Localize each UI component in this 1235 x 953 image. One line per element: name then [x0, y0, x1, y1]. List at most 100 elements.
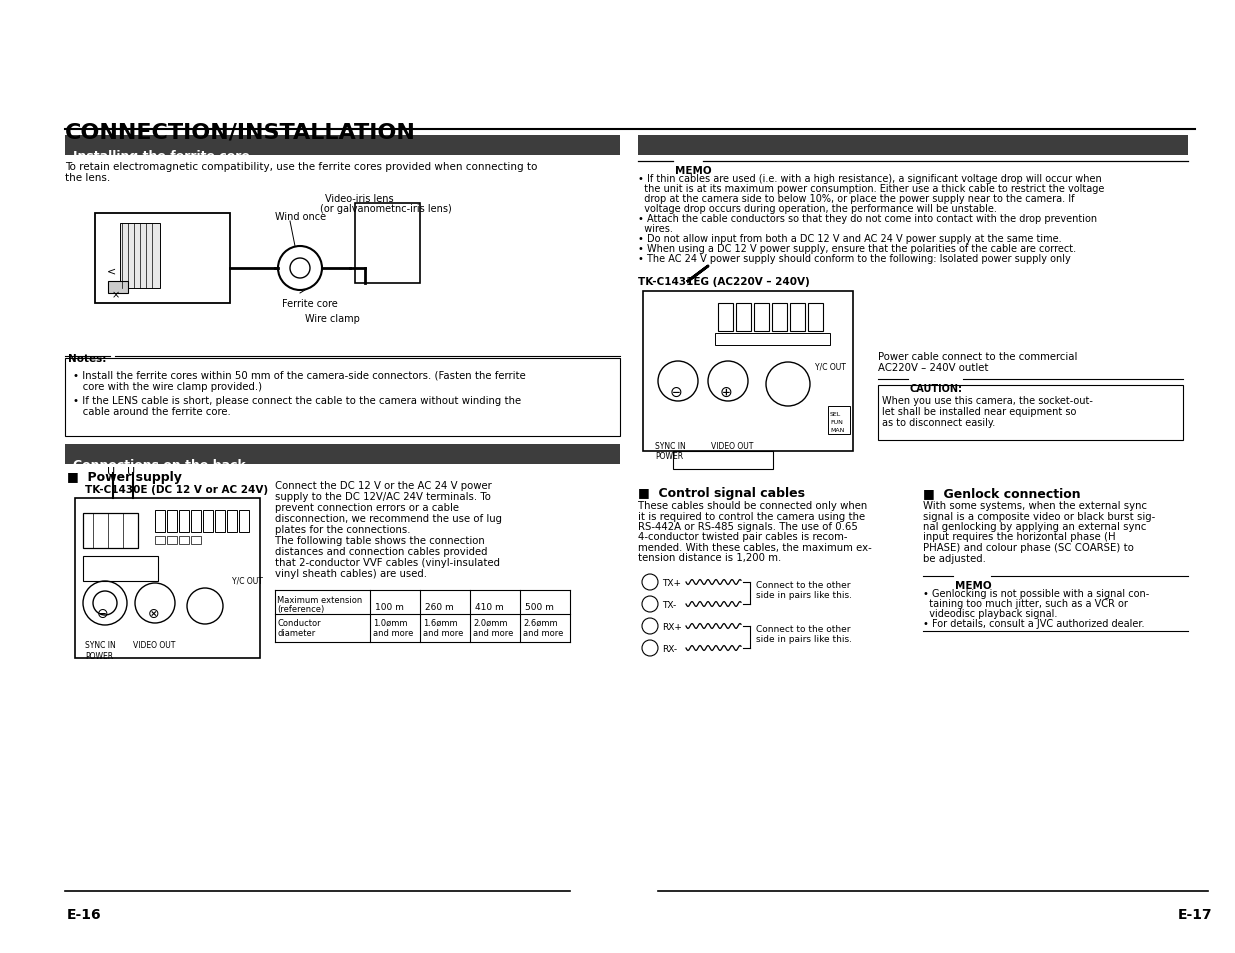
Ellipse shape — [642, 597, 658, 613]
Text: diameter: diameter — [277, 628, 315, 638]
Bar — [736, 304, 751, 332]
Text: 2.6ømm: 2.6ømm — [522, 618, 558, 627]
Text: and more: and more — [424, 628, 463, 638]
Text: Power cable connect to the commercial: Power cable connect to the commercial — [878, 352, 1077, 361]
Text: distances and connection cables provided: distances and connection cables provided — [275, 546, 488, 557]
Text: Installing the ferrite core: Installing the ferrite core — [73, 150, 249, 163]
Text: and more: and more — [522, 628, 563, 638]
Text: MEMO: MEMO — [676, 166, 711, 175]
Text: 100 m: 100 m — [375, 602, 404, 612]
Text: E-16: E-16 — [67, 907, 101, 921]
Bar — [120, 224, 161, 289]
Bar — [167, 511, 177, 533]
Bar — [638, 136, 1188, 156]
Text: 260 m: 260 m — [425, 602, 453, 612]
Text: VIDEO OUT: VIDEO OUT — [133, 640, 175, 649]
Text: To retain electromagnetic compatibility, use the ferrite cores provided when con: To retain electromagnetic compatibility,… — [65, 162, 537, 172]
Bar — [156, 537, 165, 544]
Text: and more: and more — [473, 628, 514, 638]
Text: (reference): (reference) — [277, 604, 325, 614]
Ellipse shape — [642, 640, 658, 657]
Text: Wire clamp: Wire clamp — [305, 314, 359, 324]
Bar — [75, 498, 261, 659]
Text: Conductor: Conductor — [277, 618, 321, 627]
Bar — [203, 511, 212, 533]
Bar — [790, 304, 805, 332]
Text: • The AC 24 V power supply should conform to the following: Isolated power suppl: • The AC 24 V power supply should confor… — [638, 253, 1071, 264]
Text: tension distance is 1,200 m.: tension distance is 1,200 m. — [638, 553, 782, 563]
Text: FUN: FUN — [830, 419, 842, 424]
Text: Connect to the other: Connect to the other — [756, 580, 851, 589]
Text: Y/C OUT: Y/C OUT — [815, 361, 846, 371]
Bar — [354, 204, 420, 284]
Text: Maximum extension: Maximum extension — [277, 596, 362, 604]
Text: as to disconnect easily.: as to disconnect easily. — [882, 417, 995, 428]
Text: TX-: TX- — [662, 600, 677, 609]
Text: RX+: RX+ — [662, 622, 682, 631]
Text: ■  Power supply: ■ Power supply — [67, 471, 182, 483]
Text: TK-C1430E (DC 12 V or AC 24V): TK-C1430E (DC 12 V or AC 24V) — [85, 484, 268, 495]
Bar — [673, 452, 773, 470]
Text: signal is a composite video or black burst sig-: signal is a composite video or black bur… — [923, 511, 1155, 521]
Text: 1.0ømm: 1.0ømm — [373, 618, 408, 627]
Text: prevent connection errors or a cable: prevent connection errors or a cable — [275, 502, 459, 513]
Bar — [240, 511, 249, 533]
Bar — [83, 557, 158, 581]
Text: POWER: POWER — [655, 452, 683, 460]
Text: TK-C1431EG (AC220V – 240V): TK-C1431EG (AC220V – 240V) — [638, 276, 810, 287]
Text: input requires the horizontal phase (H: input requires the horizontal phase (H — [923, 532, 1115, 542]
Ellipse shape — [642, 618, 658, 635]
Bar — [643, 292, 853, 452]
Text: 410 m: 410 m — [475, 602, 504, 612]
Text: CONNECTION/INSTALLATION: CONNECTION/INSTALLATION — [65, 123, 416, 143]
Text: 4-conductor twisted pair cables is recom-: 4-conductor twisted pair cables is recom… — [638, 532, 847, 542]
Text: wires.: wires. — [638, 224, 673, 233]
Text: With some systems, when the external sync: With some systems, when the external syn… — [923, 500, 1147, 511]
Text: TX+: TX+ — [662, 578, 680, 587]
Text: drop at the camera side to below 10%, or place the power supply near to the came: drop at the camera side to below 10%, or… — [638, 193, 1074, 204]
Text: Connections on the back: Connections on the back — [73, 458, 246, 472]
Text: let shall be installed near equipment so: let shall be installed near equipment so — [882, 407, 1077, 416]
Text: • Do not allow input from both a DC 12 V and AC 24 V power supply at the same ti: • Do not allow input from both a DC 12 V… — [638, 233, 1062, 244]
Text: MAN: MAN — [830, 428, 845, 433]
Text: Connect the DC 12 V or the AC 24 V power: Connect the DC 12 V or the AC 24 V power — [275, 480, 492, 491]
Text: <: < — [107, 266, 116, 275]
Text: ×: × — [112, 290, 120, 299]
Text: AC220V – 240V outlet: AC220V – 240V outlet — [878, 363, 988, 373]
Text: These cables should be connected only when: These cables should be connected only wh… — [638, 500, 867, 511]
Bar — [65, 444, 620, 464]
Text: disconnection, we recommend the use of lug: disconnection, we recommend the use of l… — [275, 514, 501, 523]
Bar — [215, 511, 225, 533]
Text: videodisc playback signal.: videodisc playback signal. — [923, 608, 1057, 618]
Text: MEMO: MEMO — [955, 580, 992, 590]
Text: side in pairs like this.: side in pairs like this. — [756, 590, 852, 599]
Bar — [715, 334, 830, 346]
Bar — [179, 511, 189, 533]
Bar — [191, 511, 201, 533]
Text: • When using a DC 12 V power supply, ensure that the polarities of the cable are: • When using a DC 12 V power supply, ens… — [638, 244, 1076, 253]
Bar — [808, 304, 823, 332]
Text: nal genlocking by applying an external sync: nal genlocking by applying an external s… — [923, 521, 1146, 532]
Text: 2.0ømm: 2.0ømm — [473, 618, 508, 627]
Text: cable around the ferrite core.: cable around the ferrite core. — [73, 407, 231, 416]
Bar — [107, 282, 128, 294]
Text: • Genlocking is not possible with a signal con-: • Genlocking is not possible with a sign… — [923, 588, 1150, 598]
Text: it is required to control the camera using the: it is required to control the camera usi… — [638, 511, 866, 521]
Text: Y/C OUT: Y/C OUT — [232, 577, 263, 585]
Bar — [107, 282, 128, 294]
Text: POWER: POWER — [85, 651, 114, 660]
Text: the unit is at its maximum power consumption. Either use a thick cable to restri: the unit is at its maximum power consump… — [638, 184, 1104, 193]
Text: ■  Control signal cables: ■ Control signal cables — [638, 486, 805, 499]
Bar — [878, 386, 1183, 440]
Bar — [827, 407, 850, 435]
Text: supply to the DC 12V/AC 24V terminals. To: supply to the DC 12V/AC 24V terminals. T… — [275, 492, 490, 501]
Bar — [65, 136, 620, 156]
Text: taining too much jitter, such as a VCR or: taining too much jitter, such as a VCR o… — [923, 598, 1128, 608]
Text: the lens.: the lens. — [65, 172, 110, 183]
Text: vinyl sheath cables) are used.: vinyl sheath cables) are used. — [275, 568, 427, 578]
Text: When you use this camera, the socket-out-: When you use this camera, the socket-out… — [882, 395, 1093, 406]
Text: ■  Genlock connection: ■ Genlock connection — [923, 486, 1081, 499]
Bar — [772, 304, 787, 332]
Bar — [167, 537, 177, 544]
Text: plates for the connections.: plates for the connections. — [275, 524, 410, 535]
